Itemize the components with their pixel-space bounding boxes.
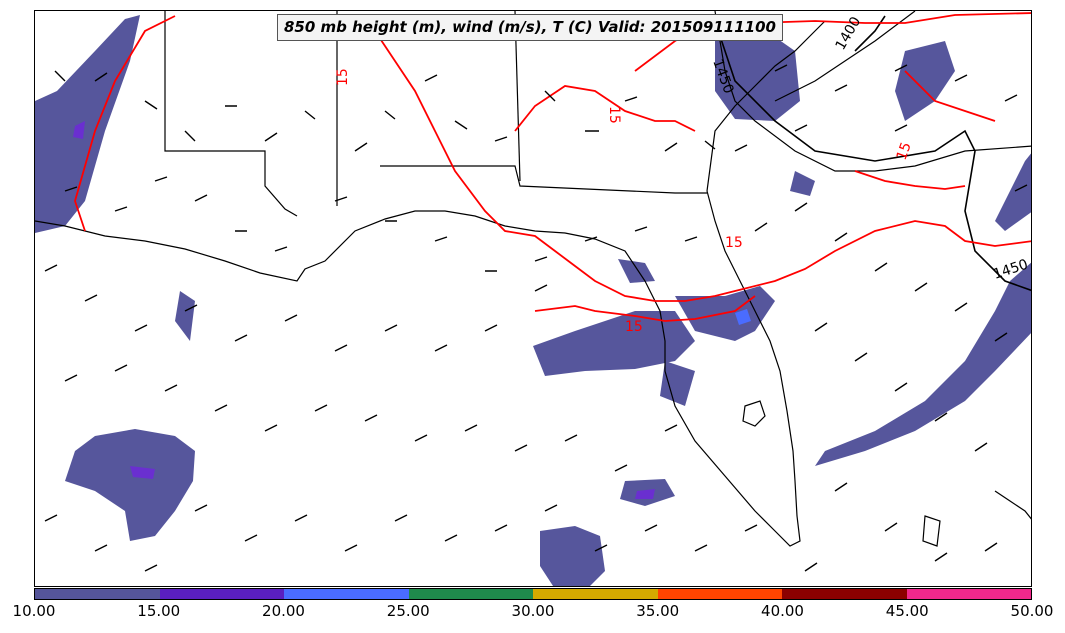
patch-2 bbox=[130, 466, 155, 479]
colorbar-tick-label: 45.00 bbox=[885, 602, 929, 620]
coast-east bbox=[706, 20, 826, 192]
shaded-regions bbox=[35, 15, 1031, 586]
map-panel: 1450 1400 1450 15 15 15 15 15 bbox=[34, 10, 1032, 587]
temp-contour-1 bbox=[74, 15, 176, 232]
temp-label: 15 bbox=[625, 319, 643, 335]
height-contour-2 bbox=[854, 15, 886, 52]
colorbar-tick-label: 30.00 bbox=[511, 602, 555, 620]
shade-small-2 bbox=[175, 291, 195, 341]
shade-right-upper bbox=[995, 153, 1031, 231]
colorbar bbox=[34, 588, 1032, 600]
colorbar-tick-label: 35.00 bbox=[636, 602, 680, 620]
shade-gulf-south bbox=[540, 526, 605, 586]
coastlines bbox=[35, 11, 1031, 547]
border-state-1 bbox=[164, 11, 298, 217]
colorbar-segment bbox=[408, 589, 533, 599]
height-contours bbox=[714, 15, 1031, 292]
island-1 bbox=[922, 515, 941, 547]
height-contour-1 bbox=[714, 20, 1031, 292]
colorbar-tick-label: 20.00 bbox=[262, 602, 305, 620]
temp-label: 15 bbox=[335, 68, 351, 86]
temp-contour-2 bbox=[334, 15, 1031, 302]
wind-barb bbox=[754, 202, 1008, 572]
colorbar-segment bbox=[284, 589, 409, 599]
wind-barbs bbox=[44, 64, 1028, 572]
colorbar-tick-label: 15.00 bbox=[137, 602, 181, 620]
temp-label: 15 bbox=[606, 106, 622, 124]
patch-1 bbox=[735, 309, 751, 325]
colorbar-tick-label: 50.00 bbox=[1010, 602, 1054, 620]
shade-left-edge bbox=[35, 15, 140, 233]
temp-contour-7 bbox=[854, 170, 966, 190]
colorbar-segment bbox=[159, 589, 284, 599]
colorbar-segment bbox=[782, 589, 907, 599]
map-canvas: 1450 1400 1450 15 15 15 15 15 bbox=[35, 11, 1031, 586]
map-title: 850 mb height (m), wind (m/s), T (C) Val… bbox=[277, 14, 783, 41]
patch-3 bbox=[73, 121, 85, 139]
border-state-6 bbox=[774, 11, 916, 102]
shade-top-right bbox=[895, 41, 955, 121]
shade-small-4 bbox=[790, 171, 815, 196]
colorbar-segment bbox=[657, 589, 782, 599]
coast-right-bottom bbox=[994, 490, 1031, 520]
temp-label: 15 bbox=[894, 140, 915, 162]
shade-top-center bbox=[715, 23, 800, 121]
colorbar-tick-label: 40.00 bbox=[761, 602, 804, 620]
colorbar-tick-label: 25.00 bbox=[386, 602, 430, 620]
colorbar-segment bbox=[906, 589, 1031, 599]
temp-label: 15 bbox=[725, 235, 743, 251]
shade-hurricane bbox=[65, 429, 195, 541]
colorbar-tick-label: 10.00 bbox=[12, 602, 56, 620]
colorbar-segment bbox=[533, 589, 658, 599]
temperature-contours bbox=[74, 12, 1031, 322]
temp-contour-5 bbox=[534, 295, 756, 322]
shade-small-3 bbox=[618, 259, 655, 283]
intense-patches bbox=[73, 121, 751, 499]
wind-barb bbox=[64, 364, 678, 472]
colorbar-segment bbox=[35, 589, 160, 599]
colorbar-ticks: 10.00 15.00 20.00 25.00 30.00 35.00 40.00 45.00… bbox=[0, 600, 1065, 630]
shade-florida-west bbox=[533, 311, 695, 376]
lake-okeechobee bbox=[742, 400, 766, 427]
wind-barb bbox=[64, 176, 698, 272]
shade-right-band bbox=[815, 262, 1031, 466]
coast-gulf bbox=[35, 190, 801, 547]
wind-barb bbox=[44, 504, 758, 572]
wind-barb bbox=[734, 64, 1028, 192]
shade-small-5 bbox=[660, 361, 695, 406]
temp-contour-3 bbox=[514, 85, 696, 132]
patch-4 bbox=[635, 489, 655, 499]
border-state-5 bbox=[714, 11, 1031, 172]
wind-barb bbox=[44, 264, 548, 352]
wind-barb bbox=[54, 70, 716, 152]
temp-contour-6 bbox=[904, 70, 996, 122]
border-state-3 bbox=[380, 165, 707, 194]
